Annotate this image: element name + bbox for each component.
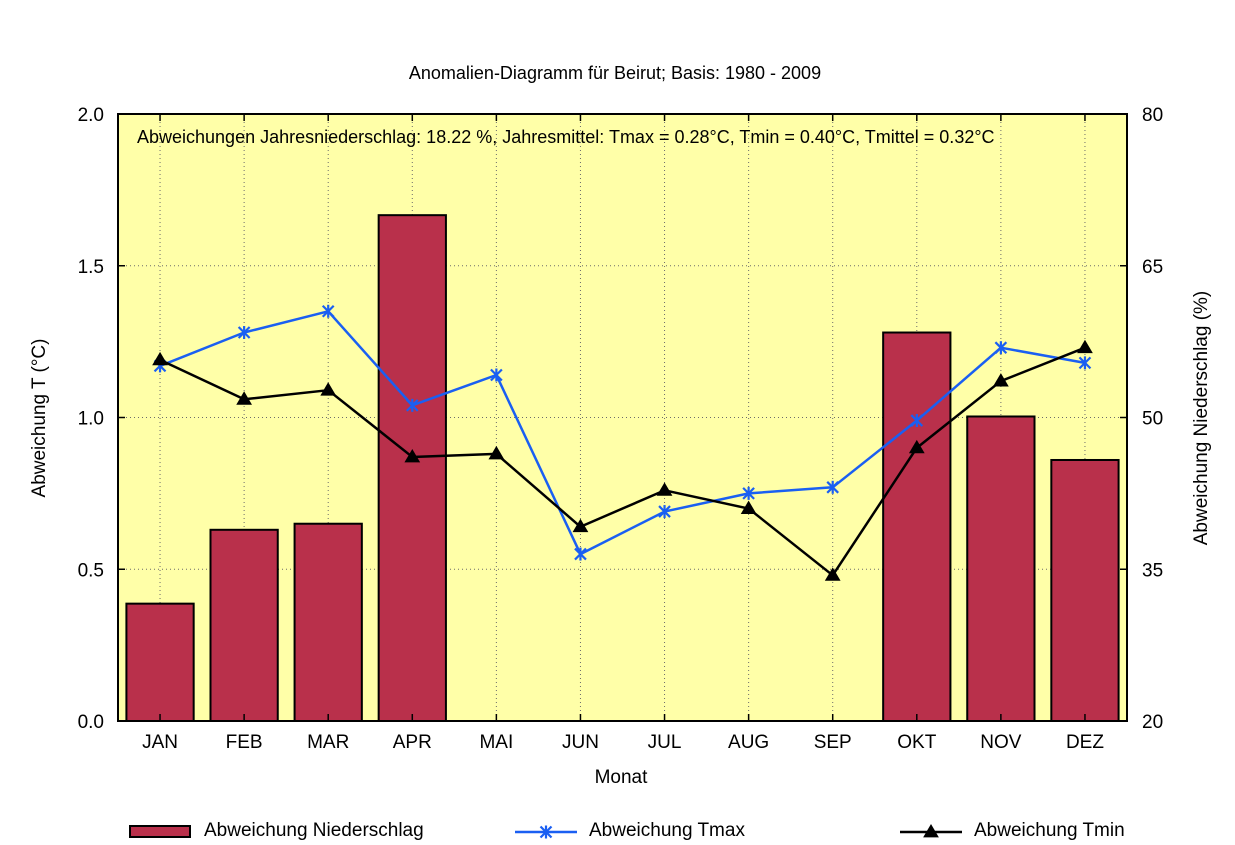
y-left-tick-label: 2.0 bbox=[78, 105, 104, 126]
y-right-tick-label: 50 bbox=[1142, 409, 1163, 430]
tmax-point bbox=[490, 368, 503, 382]
tmax-point bbox=[910, 414, 924, 428]
legend-swatch-bar bbox=[129, 825, 191, 838]
x-tick-label: DEZ bbox=[1066, 732, 1104, 753]
y-left-tick-label: 1.5 bbox=[78, 257, 104, 278]
x-tick-label: SEP bbox=[814, 732, 852, 753]
tmax-point bbox=[321, 304, 335, 318]
tmax-point bbox=[742, 486, 755, 500]
y-right-tick-label: 80 bbox=[1142, 105, 1163, 126]
tmin-point bbox=[923, 824, 939, 838]
grid-lines bbox=[118, 114, 1127, 721]
legend: Abweichung Niederschlag Abweichung Tmax Ab… bbox=[129, 820, 1125, 841]
legend-item: Abweichung Tmax bbox=[515, 820, 745, 841]
axis-ticks: JAN FEB MAR APR MAI JUN JUL AUG SEP OKT NOV DEZ 0.0 0… bbox=[78, 105, 1164, 753]
y-left-tick-label: 1.0 bbox=[78, 409, 104, 430]
tmax-line bbox=[159, 310, 1086, 556]
y-left-tick-label: 0.5 bbox=[78, 560, 104, 581]
legend-item: Abweichung Tmin bbox=[900, 820, 1125, 841]
precipitation-bar bbox=[125, 602, 195, 722]
legend-label: Abweichung Tmin bbox=[974, 820, 1125, 841]
tmax-point bbox=[574, 547, 587, 561]
x-tick-label: JAN bbox=[142, 732, 178, 753]
x-tick-label: AUG bbox=[728, 732, 769, 753]
y-left-tick-label: 0.0 bbox=[78, 712, 104, 733]
tmin-point bbox=[572, 518, 589, 533]
y-axis-right-label: Abweichung Niederschlag (%) bbox=[1191, 291, 1212, 546]
tmin-point bbox=[993, 373, 1009, 387]
precipitation-bar bbox=[377, 214, 447, 723]
precipitation-bar bbox=[293, 522, 363, 722]
legend-item: Abweichung Niederschlag bbox=[129, 820, 424, 841]
tmin-point bbox=[152, 351, 168, 366]
tmax-point bbox=[994, 341, 1008, 355]
x-tick-label: MAI bbox=[479, 732, 513, 753]
tmax-point bbox=[406, 398, 419, 412]
x-tick-label: MAR bbox=[307, 732, 349, 753]
x-tick-label: OKT bbox=[897, 732, 936, 753]
tmin-point bbox=[908, 439, 925, 454]
tmin-point bbox=[488, 445, 505, 460]
precipitation-bar bbox=[966, 415, 1036, 722]
x-tick-label: FEB bbox=[226, 732, 263, 753]
x-axis-label: Monat bbox=[595, 767, 649, 788]
temperature-lines bbox=[152, 304, 1093, 581]
y-right-tick-label: 65 bbox=[1142, 257, 1163, 278]
precipitation-bar bbox=[882, 331, 952, 722]
legend-label: Abweichung Niederschlag bbox=[204, 820, 424, 841]
tmax-point bbox=[237, 326, 251, 340]
legend-label: Abweichung Tmax bbox=[589, 820, 745, 841]
tmin-point bbox=[740, 500, 757, 514]
precipitation-bar bbox=[1050, 458, 1120, 722]
tmin-point bbox=[656, 482, 673, 496]
precipitation-bar bbox=[209, 528, 279, 722]
tmin-point bbox=[404, 448, 421, 463]
tmax-point bbox=[658, 505, 671, 519]
tmin-point bbox=[236, 391, 252, 405]
y-axis-left-label: Abweichung T (°C) bbox=[29, 339, 50, 498]
x-tick-label: APR bbox=[393, 732, 432, 753]
tmin-point bbox=[824, 567, 841, 581]
x-tick-label: JUL bbox=[648, 732, 682, 753]
y-right-tick-label: 35 bbox=[1142, 560, 1163, 581]
chart-title: Anomalien-Diagramm für Beirut; Basis: 19… bbox=[409, 63, 821, 83]
annual-summary-annotation: Abweichungen Jahresniederschlag: 18.22 %… bbox=[137, 127, 995, 147]
x-tick-label: NOV bbox=[980, 732, 1022, 753]
tmin-point bbox=[1077, 339, 1093, 354]
tmin-line bbox=[159, 346, 1086, 577]
tmax-point bbox=[826, 480, 839, 494]
y-right-tick-label: 20 bbox=[1142, 712, 1163, 733]
tmax-point bbox=[539, 825, 553, 839]
x-tick-label: JUN bbox=[562, 732, 599, 753]
tmin-point bbox=[320, 382, 337, 396]
tmax-point bbox=[1078, 356, 1092, 370]
precipitation-bars bbox=[125, 214, 1120, 723]
